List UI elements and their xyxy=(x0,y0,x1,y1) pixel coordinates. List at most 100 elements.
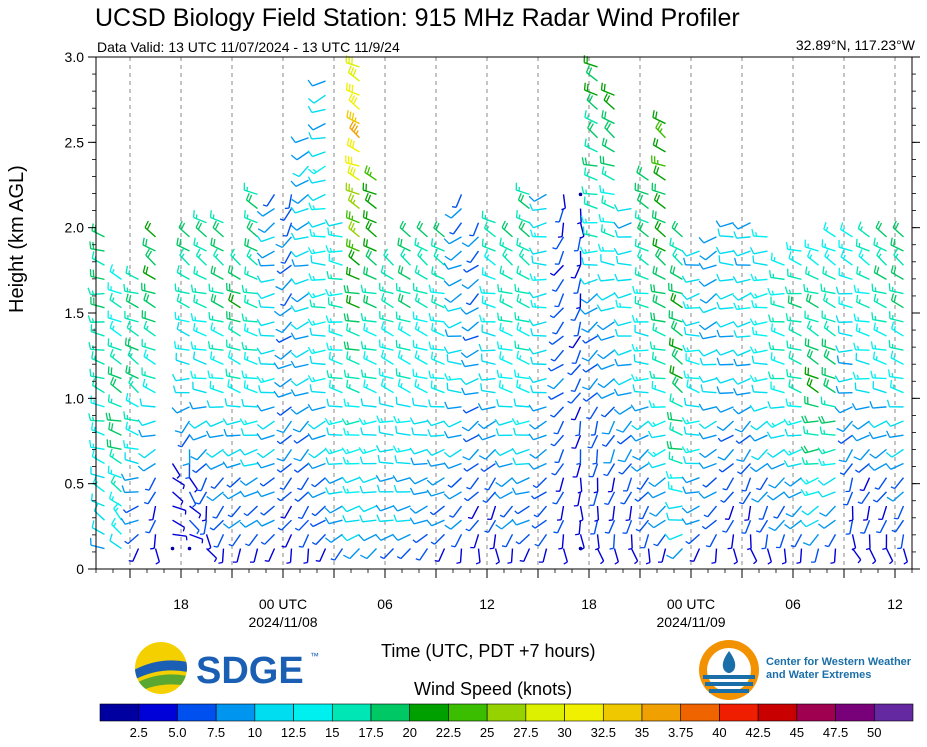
barb-feather xyxy=(292,428,300,433)
wind-barb xyxy=(788,379,802,394)
barb-half-feather xyxy=(227,514,232,518)
barb-feather xyxy=(732,294,739,301)
barb-half-feather xyxy=(842,254,846,259)
wind-barb xyxy=(718,255,734,266)
wind-barb xyxy=(275,335,292,343)
wind-barb xyxy=(256,461,275,469)
barb-staff xyxy=(737,222,751,230)
barb-staff xyxy=(215,505,225,519)
barb-half-feather xyxy=(312,377,316,382)
wind-barb xyxy=(443,491,462,500)
barb-half-feather xyxy=(417,297,420,303)
barb-feather xyxy=(139,398,143,406)
barb-staff xyxy=(109,270,122,280)
wind-barb xyxy=(126,320,139,337)
barb-staff xyxy=(821,317,836,323)
barb-staff xyxy=(693,548,701,562)
wind-barb xyxy=(307,491,326,499)
barb-staff xyxy=(577,321,582,336)
barb-staff xyxy=(741,420,752,433)
barb-staff xyxy=(757,491,769,503)
barb-staff xyxy=(533,222,547,229)
wind-barb xyxy=(653,165,666,181)
barb-staff xyxy=(213,254,224,266)
barb-feather xyxy=(244,266,247,274)
wind-barb xyxy=(409,487,428,496)
wind-barb xyxy=(239,448,258,456)
barb-half-feather xyxy=(773,257,776,262)
barb-staff xyxy=(634,331,649,337)
wind-barb xyxy=(262,194,276,207)
barb-staff xyxy=(720,406,734,413)
barb-feather xyxy=(531,255,534,263)
barb-half-feather xyxy=(195,270,199,275)
barb-feather xyxy=(639,222,644,231)
wind-barb xyxy=(232,548,242,563)
wind-barb xyxy=(124,310,139,323)
barb-staff xyxy=(606,463,616,476)
barb-staff xyxy=(261,236,275,243)
barb-staff xyxy=(264,533,275,545)
wind-barb xyxy=(751,355,768,366)
barb-feather xyxy=(400,248,405,256)
barb-feather xyxy=(460,308,467,315)
barb-staff xyxy=(313,448,326,459)
barb-staff xyxy=(857,227,870,238)
barb-half-feather xyxy=(312,320,316,325)
barb-feather xyxy=(227,265,231,273)
barb-half-feather xyxy=(331,384,334,389)
barb-staff xyxy=(312,519,326,528)
barb-feather xyxy=(518,248,524,256)
barb-feather xyxy=(596,294,603,301)
barb-staff xyxy=(705,519,717,530)
barb-staff xyxy=(314,477,326,488)
barb-staff xyxy=(176,406,190,414)
wind-barb xyxy=(256,519,275,527)
barb-staff xyxy=(654,477,666,488)
barb-half-feather xyxy=(286,561,291,564)
barb-feather xyxy=(596,392,603,399)
wind-barb xyxy=(870,370,887,380)
barb-staff xyxy=(516,519,530,526)
wind-barb xyxy=(91,351,105,366)
wind-barb xyxy=(596,292,615,301)
wind-barb xyxy=(192,210,207,224)
barb-staff xyxy=(266,194,276,207)
wind-barb xyxy=(581,157,598,167)
barb-feather xyxy=(426,479,434,486)
barb-staff xyxy=(533,193,547,202)
barb-feather xyxy=(360,398,364,406)
wind-barb xyxy=(124,452,139,465)
wind-barb xyxy=(868,431,887,440)
wind-barb xyxy=(652,137,666,153)
barb-feather xyxy=(528,404,534,412)
wind-barb xyxy=(327,297,343,309)
barb-half-feather xyxy=(602,217,605,222)
barb-staff xyxy=(787,319,802,323)
wind-barb xyxy=(143,491,157,505)
barb-feather xyxy=(530,356,534,365)
wind-barb xyxy=(275,236,293,248)
wind-barb xyxy=(590,520,599,535)
wind-barb xyxy=(91,223,105,238)
barb-half-feather xyxy=(595,547,600,551)
barb-half-feather xyxy=(262,204,268,207)
barb-staff xyxy=(685,359,700,366)
wind-barb xyxy=(652,322,666,337)
barb-staff xyxy=(246,505,258,517)
barb-staff xyxy=(109,327,122,337)
barb-staff xyxy=(483,462,496,473)
wind-barb xyxy=(581,257,598,266)
barb-feather xyxy=(443,421,450,428)
barb-half-feather xyxy=(124,540,129,545)
wind-barb xyxy=(529,448,547,459)
barb-staff xyxy=(873,358,887,366)
wind-barb xyxy=(256,250,275,259)
barb-half-feather xyxy=(130,380,134,386)
barb-feather xyxy=(669,237,672,246)
barb-feather xyxy=(89,241,92,249)
barb-feather xyxy=(109,292,113,300)
wind-barb xyxy=(243,351,258,366)
barb-feather xyxy=(682,456,687,464)
barb-feather xyxy=(345,238,348,246)
